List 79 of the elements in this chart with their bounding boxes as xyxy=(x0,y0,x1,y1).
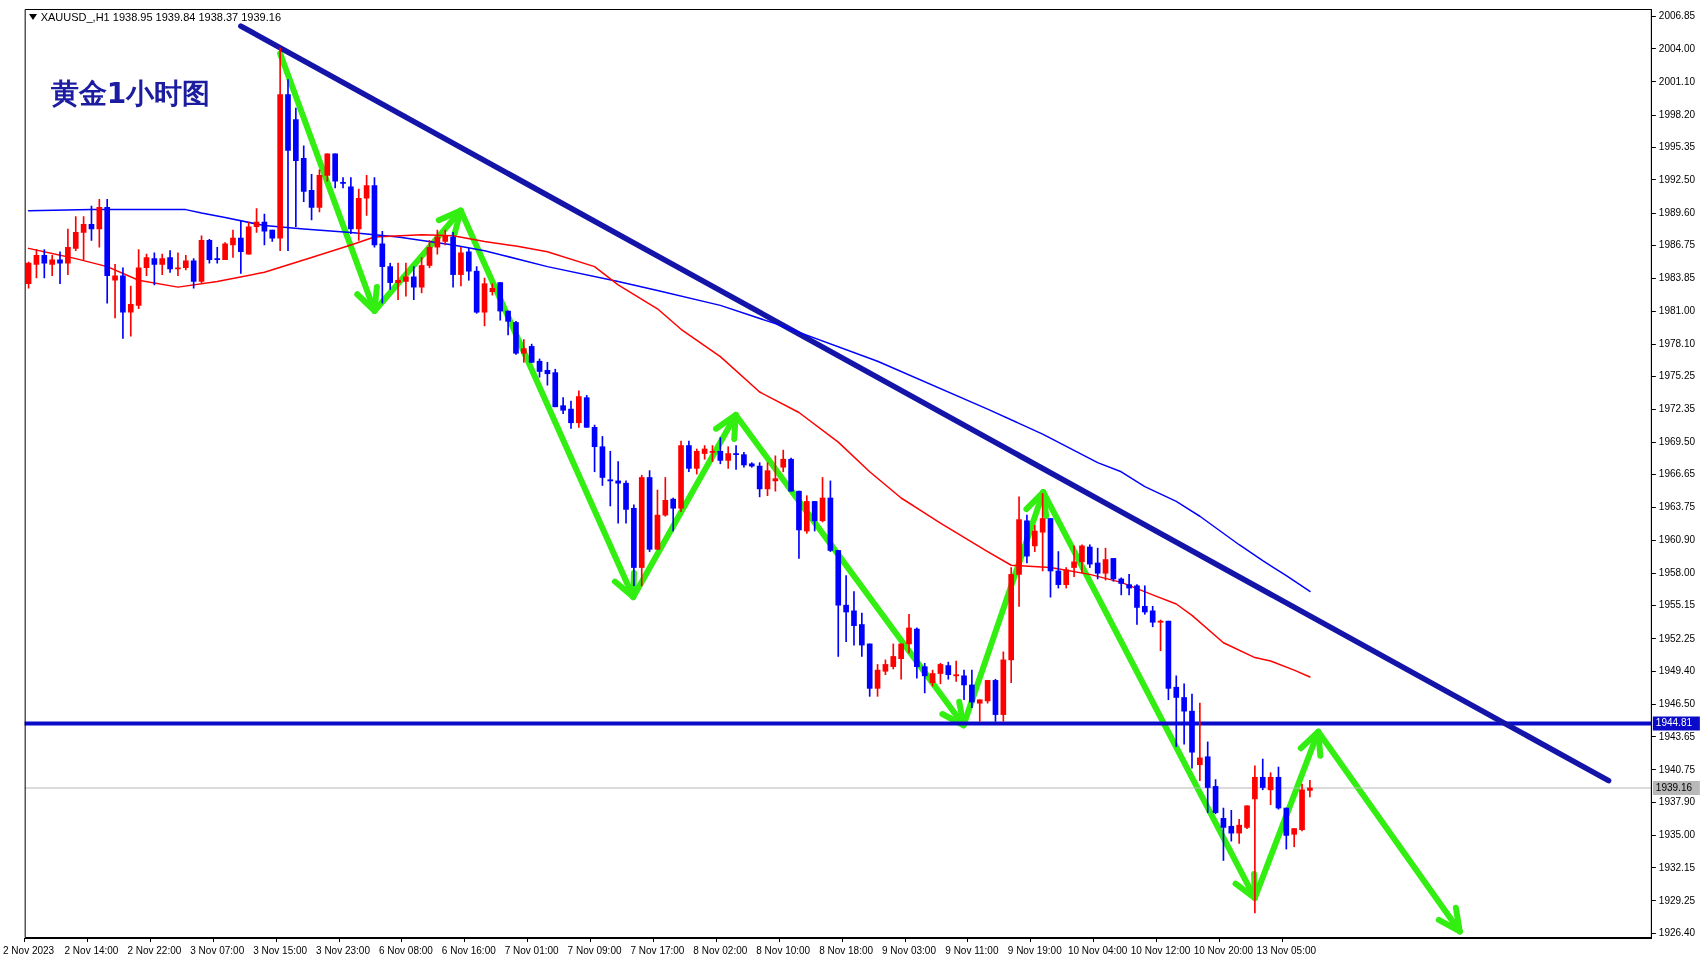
y-tick-label: 1981.00 xyxy=(1658,304,1696,316)
chart-subtitle: XAUUSD_,H1 1938.95 1939.84 1938.37 1939.16 xyxy=(40,11,282,23)
y-tick-label: 1978.10 xyxy=(1658,337,1696,349)
y-tick-label: 1966.65 xyxy=(1658,468,1696,480)
y-tick-label: 1932.15 xyxy=(1658,861,1696,873)
y-tick-label: 1952.25 xyxy=(1658,632,1696,644)
candlestick xyxy=(214,246,221,264)
candlestick xyxy=(615,461,621,524)
x-tick-label: 3 Nov 15:00 xyxy=(253,944,308,956)
ref-line-label: 1944.81 xyxy=(1655,717,1693,729)
y-tick-label: 1926.40 xyxy=(1658,927,1696,939)
y-tick-label: 1943.65 xyxy=(1658,730,1696,742)
candlestick xyxy=(976,699,983,722)
candlestick xyxy=(340,177,346,189)
y-tick-label: 1937.90 xyxy=(1658,796,1696,808)
candlestick xyxy=(1142,585,1148,615)
x-tick-label: 10 Nov 04:00 xyxy=(1067,944,1128,956)
ref-line-label: 1939.16 xyxy=(1655,781,1693,793)
x-tick-label: 7 Nov 17:00 xyxy=(630,944,685,956)
x-tick-label: 8 Nov 18:00 xyxy=(819,944,874,956)
text: 黄金1小时图 xyxy=(50,76,211,112)
candlestick xyxy=(1118,577,1125,596)
x-tick-label: 9 Nov 11:00 xyxy=(945,944,999,956)
y-tick-label: 1935.00 xyxy=(1658,829,1696,841)
y-tick-label: 1992.50 xyxy=(1658,173,1696,185)
y-tick-label: 1998.20 xyxy=(1658,108,1696,120)
x-tick-label: 8 Nov 02:00 xyxy=(693,944,748,956)
x-tick-label: 9 Nov 19:00 xyxy=(1007,944,1063,956)
y-tick-label: 1958.00 xyxy=(1658,566,1696,578)
candlestick xyxy=(395,262,401,300)
candlestick xyxy=(1071,545,1077,577)
candlestick xyxy=(520,339,527,363)
candlestick xyxy=(1228,810,1235,842)
y-tick-label: 1946.50 xyxy=(1658,698,1696,710)
y-tick-label: 1940.75 xyxy=(1658,763,1696,775)
candlestick xyxy=(1173,675,1180,747)
y-tick-label: 1975.25 xyxy=(1658,370,1696,382)
y-tick-label: 1963.75 xyxy=(1658,501,1696,513)
y-tick-label: 1983.85 xyxy=(1658,272,1696,284)
x-tick-label: 10 Nov 12:00 xyxy=(1130,944,1191,956)
x-tick-label: 10 Nov 20:00 xyxy=(1193,944,1254,956)
x-tick-label: 6 Nov 08:00 xyxy=(378,944,434,956)
candlestick xyxy=(1126,574,1132,596)
candlestick xyxy=(1307,779,1313,798)
candlestick xyxy=(1252,765,1258,914)
y-tick-label: 1972.35 xyxy=(1658,403,1696,415)
x-tick-label: 3 Nov 07:00 xyxy=(190,944,245,956)
x-tick-label: 2 Nov 14:00 xyxy=(64,944,119,956)
y-tick-label: 2004.00 xyxy=(1658,42,1696,54)
x-tick-label: 9 Nov 03:00 xyxy=(882,944,937,956)
candlestick xyxy=(1197,702,1203,782)
candlestick xyxy=(953,660,959,682)
candlestick xyxy=(127,285,134,337)
x-tick-label: 2 Nov 22:00 xyxy=(127,944,182,956)
x-tick-label: 2 Nov 2023 xyxy=(3,944,55,956)
candlestick xyxy=(843,575,849,642)
candlestick xyxy=(403,262,409,297)
y-tick-label: 1969.50 xyxy=(1658,435,1696,447)
candlestick xyxy=(57,251,63,285)
x-tick-label: 6 Nov 16:00 xyxy=(441,944,497,956)
x-tick-label: 13 Nov 05:00 xyxy=(1256,944,1317,956)
x-tick-label: 7 Nov 01:00 xyxy=(504,944,560,956)
y-tick-label: 1949.40 xyxy=(1658,665,1696,677)
x-tick-label: 8 Nov 10:00 xyxy=(756,944,811,956)
y-tick-label: 1929.25 xyxy=(1658,894,1696,906)
candlestick xyxy=(112,264,118,319)
x-tick-label: 3 Nov 23:00 xyxy=(316,944,371,956)
y-tick-label: 1960.90 xyxy=(1658,533,1696,545)
y-tick-label: 1986.75 xyxy=(1658,239,1696,251)
y-tick-label: 1995.35 xyxy=(1658,141,1696,153)
y-tick-label: 1955.15 xyxy=(1658,599,1696,611)
x-tick-label: 7 Nov 09:00 xyxy=(567,944,622,956)
y-tick-label: 1989.60 xyxy=(1658,206,1696,218)
candlestick xyxy=(175,252,181,277)
candlestick xyxy=(733,445,739,470)
candlestick xyxy=(1181,683,1187,745)
y-tick-label: 2006.85 xyxy=(1658,10,1696,22)
y-tick-label: 2001.10 xyxy=(1658,75,1696,87)
candlestick xyxy=(607,450,614,507)
